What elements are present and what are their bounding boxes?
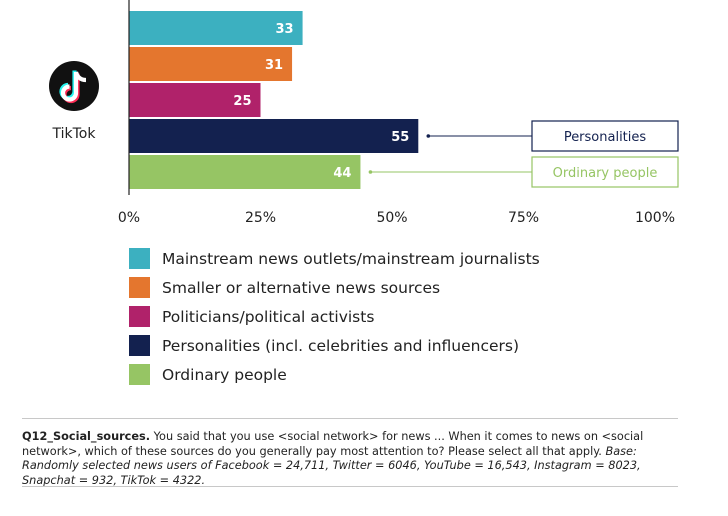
x-tick-label-0: 0% [118, 210, 140, 226]
legend-swatch-2 [129, 306, 150, 327]
legend-label-1: Smaller or alternative news sources [162, 278, 441, 297]
question-note: Q12_Social_sources. You said that you us… [22, 430, 674, 488]
bar-value-label-3: 55 [391, 130, 409, 145]
bar-value-label-2: 25 [233, 94, 251, 109]
note-code: Q12_Social_sources. [22, 430, 151, 443]
bar-value-label-1: 31 [265, 58, 283, 73]
bar-chart: TikTok 33 31 25 55 44 Personalities Ordinary … [49, 0, 679, 226]
callout-box-0 [531, 120, 679, 152]
callout-label-0: Personalities [564, 130, 647, 145]
bar-2 [129, 83, 261, 117]
legend-label-0: Mainstream news outlets/mainstream journ… [162, 249, 540, 268]
tiktok-logo-icon [49, 61, 99, 111]
callout-box-1 [531, 156, 679, 188]
note-base: Base: Randomly selected news users of Fa… [22, 444, 641, 487]
x-tick-label-2: 50% [376, 210, 407, 226]
legend-swatch-0 [129, 248, 150, 269]
legend-swatch-4 [129, 364, 150, 385]
bar-value-label-4: 44 [333, 166, 351, 181]
legend: Mainstream news outlets/mainstream journ… [129, 244, 540, 389]
legend-item-3: Personalities (incl. celebrities and inf… [129, 331, 540, 360]
x-tick-label-4: 100% [635, 210, 675, 226]
legend-item-1: Smaller or alternative news sources [129, 273, 540, 302]
legend-item-0: Mainstream news outlets/mainstream journ… [129, 244, 540, 273]
note-bottom-divider [22, 486, 678, 487]
bar-value-label-0: 33 [275, 22, 293, 37]
legend-label-2: Politicians/political activists [162, 307, 375, 326]
legend-swatch-3 [129, 335, 150, 356]
legend-swatch-1 [129, 277, 150, 298]
bar-3 [129, 119, 419, 153]
note-top-divider [22, 418, 678, 419]
callout-label-1: Ordinary people [553, 166, 658, 181]
bar-0 [129, 11, 303, 45]
x-tick-label-1: 25% [245, 210, 276, 226]
legend-item-4: Ordinary people [129, 360, 540, 389]
legend-item-2: Politicians/political activists [129, 302, 540, 331]
x-tick-label-3: 75% [508, 210, 539, 226]
platform-label: TikTok [52, 126, 97, 142]
bar-1 [129, 47, 293, 81]
note-question: You said that you use <social network> f… [22, 430, 644, 458]
legend-label-3: Personalities (incl. celebrities and inf… [162, 336, 520, 355]
legend-label-4: Ordinary people [162, 365, 287, 384]
bar-4 [129, 155, 361, 189]
